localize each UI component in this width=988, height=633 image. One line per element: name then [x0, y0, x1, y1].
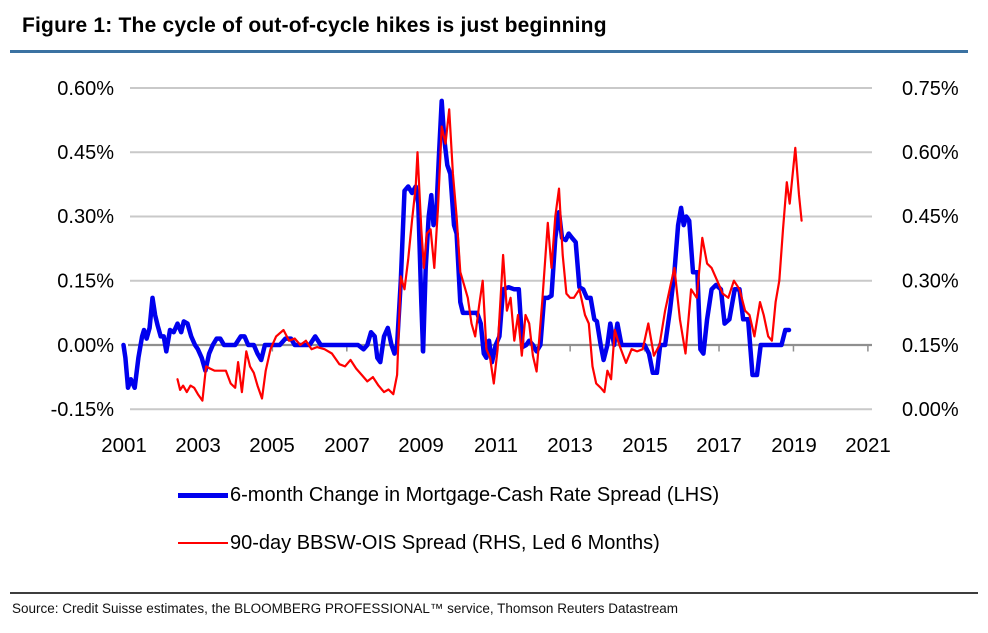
- legend-item-bbsw-ois-spread: 90-day BBSW-OIS Spread (RHS, Led 6 Month…: [178, 530, 719, 556]
- right-axis-tick-label: 0.00%: [902, 399, 959, 421]
- x-axis-tick-label: 2009: [398, 434, 444, 457]
- right-axis-tick-label: 0.30%: [902, 271, 959, 293]
- series-line-bbsw-ois-spread: [176, 108, 803, 402]
- legend-label-rhs: 90-day BBSW-OIS Spread (RHS, Led 6 Month…: [230, 531, 660, 554]
- right-axis-tick-label: 0.60%: [902, 142, 959, 164]
- plot-layer: [121, 87, 872, 411]
- right-axis-tick-label: 0.45%: [902, 206, 959, 228]
- right-axis-tick-label: 0.75%: [902, 78, 959, 100]
- x-axis-tick-label: 2015: [622, 434, 668, 457]
- series-line-mortgage-cash-spread: [121, 98, 792, 391]
- left-axis-tick-label: 0.15%: [57, 271, 114, 293]
- left-axis-tick-label: 0.45%: [57, 142, 114, 164]
- x-axis-tick-label: 2003: [175, 434, 221, 457]
- x-axis-tick-label: 2005: [249, 434, 295, 457]
- x-axis-tick-label: 2011: [474, 434, 518, 457]
- x-axis-tick-label: 2007: [324, 434, 370, 457]
- legend-line-swatch-rhs: [178, 541, 228, 545]
- right-axis-tick-label: 0.15%: [902, 335, 959, 357]
- footer-divider: [10, 592, 978, 594]
- right-axis-labels: 0.75% 0.60% 0.45% 0.30% 0.15% 0.00%: [902, 78, 959, 421]
- left-axis-tick-label: 0.30%: [57, 206, 114, 228]
- figure-title: Figure 1: The cycle of out-of-cycle hike…: [22, 14, 607, 37]
- x-axis-tick-label: 2013: [547, 434, 593, 457]
- legend-label-lhs: 6-month Change in Mortgage-Cash Rate Spr…: [230, 483, 720, 506]
- legend-item-mortgage-cash-spread: 6-month Change in Mortgage-Cash Rate Spr…: [178, 482, 719, 508]
- source-note: Source: Credit Suisse estimates, the BLO…: [12, 601, 678, 616]
- left-axis-labels: 0.60% 0.45% 0.30% 0.15% 0.00% -0.15%: [51, 78, 115, 421]
- x-axis-tick-label: 2001: [101, 434, 147, 457]
- title-underline: [10, 50, 968, 53]
- left-axis-tick-label: -0.15%: [51, 399, 115, 421]
- x-axis-tick-label: 2019: [771, 434, 817, 457]
- x-axis-labels: 2001 2003 2005 2007 2009 2011 2013 2015 …: [101, 434, 891, 457]
- legend: 6-month Change in Mortgage-Cash Rate Spr…: [178, 482, 719, 578]
- x-axis-tick-label: 2021: [845, 434, 891, 457]
- legend-line-swatch-lhs: [178, 492, 228, 498]
- left-axis-tick-label: 0.60%: [57, 78, 114, 100]
- x-axis-tick-label: 2017: [696, 434, 742, 457]
- left-axis-tick-label: 0.00%: [57, 335, 114, 357]
